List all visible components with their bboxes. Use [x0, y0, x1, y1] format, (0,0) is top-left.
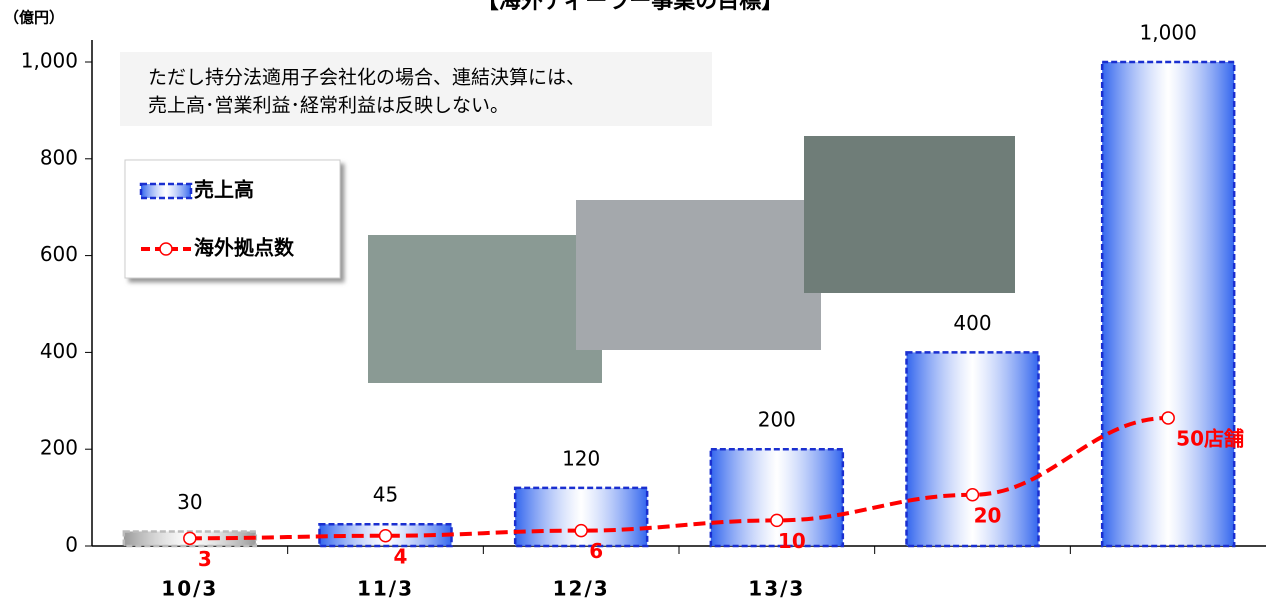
- line-point: [183, 531, 197, 546]
- line-point: [770, 513, 784, 528]
- y-tick-label: 1,000: [21, 49, 78, 73]
- chart-title: 【海外ディーラー事業の目標】: [477, 0, 783, 14]
- data-label: 20: [974, 503, 1002, 527]
- data-label: 6: [589, 539, 603, 563]
- data-label: 4: [394, 544, 408, 568]
- bar: [1100, 60, 1236, 548]
- line-point: [1161, 411, 1175, 425]
- x-tick-label: 10/3: [161, 577, 218, 600]
- data-label: 3: [198, 547, 212, 571]
- photo: [804, 136, 1015, 293]
- data-label: 30: [177, 490, 202, 514]
- data-label: 400: [953, 311, 991, 335]
- annotation: 売上高･営業利益･経常利益は反映しない。: [148, 95, 509, 117]
- annotation-box: [120, 52, 712, 126]
- data-label: 120: [562, 446, 600, 470]
- photo: [368, 235, 602, 383]
- line-point: [378, 529, 393, 543]
- line-point: [574, 523, 588, 538]
- annotation: ただし持分法適用子会社化の場合、連結決算には、: [148, 67, 585, 89]
- y-tick-label: 200: [40, 436, 78, 460]
- x-tick-label: 12/3: [553, 577, 610, 600]
- y-tick-label: 600: [40, 242, 78, 266]
- legend-label: 海外拠点数: [194, 236, 295, 260]
- photo: [576, 200, 821, 350]
- y-tick-label: 800: [40, 145, 78, 169]
- x-tick-label: 11/3: [357, 577, 414, 600]
- y-axis-label: （億円）: [4, 9, 64, 27]
- bar: [905, 351, 1040, 548]
- data-label: 200: [758, 408, 796, 432]
- line: [189, 415, 1169, 541]
- legend-label: 売上高: [194, 178, 254, 202]
- data-label: 45: [373, 483, 398, 507]
- data-label: 1,000: [1140, 21, 1197, 45]
- y-tick-label: 400: [40, 339, 78, 363]
- x-tick-label: 13/3: [748, 577, 805, 600]
- line-point: [965, 488, 980, 502]
- y-tick-label: 0: [65, 533, 78, 557]
- data-label: 10: [778, 529, 806, 553]
- data-label: 50店舗: [1176, 426, 1244, 450]
- legend-swatch: [139, 182, 193, 200]
- legend-box: [124, 159, 341, 279]
- legend-swatch: [159, 242, 173, 256]
- bar: [709, 447, 845, 548]
